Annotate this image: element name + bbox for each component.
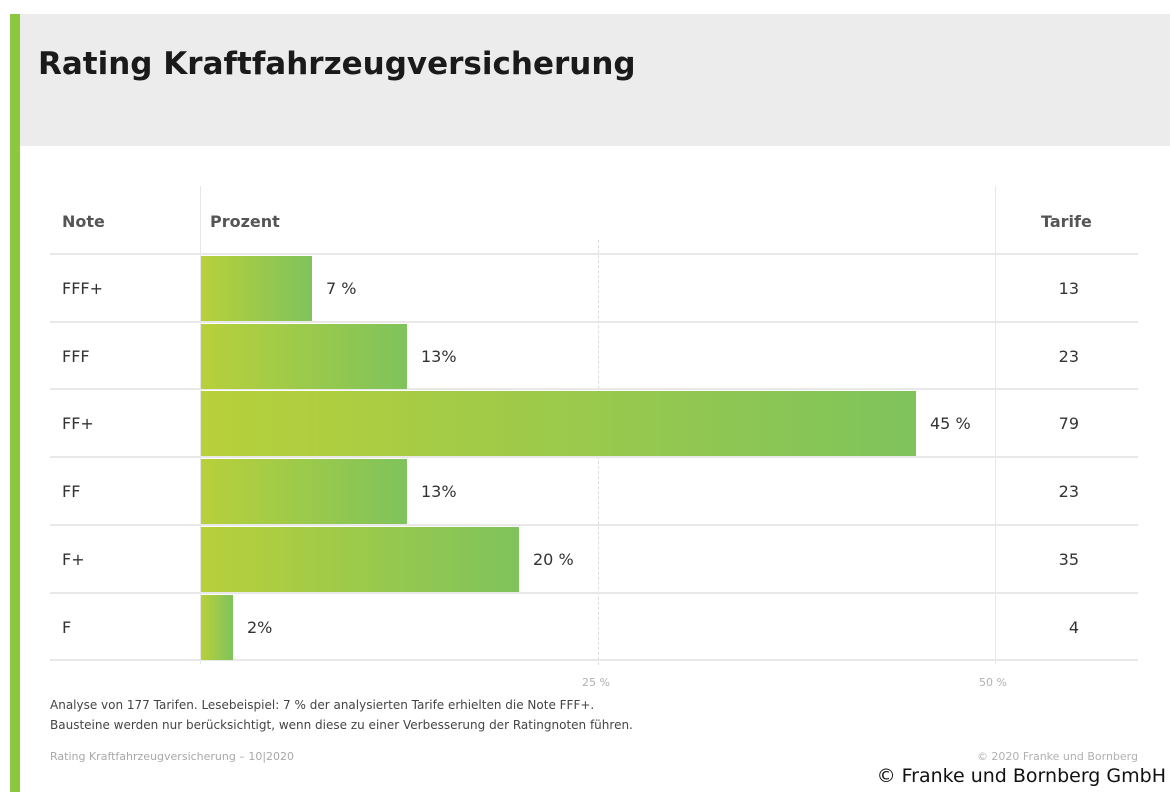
- footer-title: Rating Kraftfahrzeugversicherung – 10|20…: [50, 750, 295, 763]
- accent-stripe: [10, 14, 20, 792]
- bar: [201, 324, 407, 389]
- column-header-tarife: Tarife: [1041, 212, 1092, 231]
- note-label: FF: [62, 482, 81, 501]
- footnote-line-2: Bausteine werden nur berücksichtigt, wen…: [50, 718, 633, 732]
- column-header-note: Note: [62, 212, 105, 231]
- x-tick-label: 50 %: [979, 676, 1007, 689]
- percent-label: 20 %: [533, 550, 574, 569]
- footnote-line-1: Analyse von 177 Tarifen. Lesebeispiel: 7…: [50, 698, 595, 712]
- percent-label: 7 %: [326, 279, 357, 298]
- row-separator: [50, 388, 1138, 390]
- chart-title: Rating Kraftfahrzeugversicherung: [38, 46, 636, 82]
- x-tick-label: 25 %: [582, 676, 610, 689]
- row-separator: [50, 456, 1138, 458]
- bar: [201, 527, 519, 592]
- tarife-value: 23: [1058, 482, 1079, 501]
- column-header-prozent: Prozent: [210, 212, 280, 231]
- bar: [201, 459, 407, 524]
- note-label: F: [62, 618, 72, 637]
- percent-label: 13%: [421, 347, 457, 366]
- row-separator: [50, 524, 1138, 526]
- header-panel: [20, 14, 1170, 146]
- row-separator: [50, 659, 1138, 661]
- row-separator: [50, 321, 1138, 323]
- watermark: © Franke und Bornberg GmbH: [876, 765, 1166, 787]
- bar: [201, 595, 233, 660]
- note-label: FFF+: [62, 279, 104, 298]
- row-separator: [50, 253, 1138, 255]
- footer-copyright: © 2020 Franke und Bornberg: [976, 750, 1138, 763]
- tarife-value: 23: [1058, 347, 1079, 366]
- percent-label: 13%: [421, 482, 457, 501]
- divider-right: [995, 186, 996, 664]
- bar: [201, 391, 916, 456]
- divider-left: [200, 186, 201, 664]
- note-label: FF+: [62, 414, 94, 433]
- tarife-value: 79: [1058, 414, 1079, 433]
- percent-label: 2%: [247, 618, 273, 637]
- tarife-value: 35: [1058, 550, 1079, 569]
- tarife-value: 4: [1068, 618, 1079, 637]
- note-label: FFF: [62, 347, 90, 366]
- tarife-value: 13: [1058, 279, 1079, 298]
- note-label: F+: [62, 550, 85, 569]
- bar: [201, 256, 312, 321]
- percent-label: 45 %: [930, 414, 971, 433]
- row-separator: [50, 592, 1138, 594]
